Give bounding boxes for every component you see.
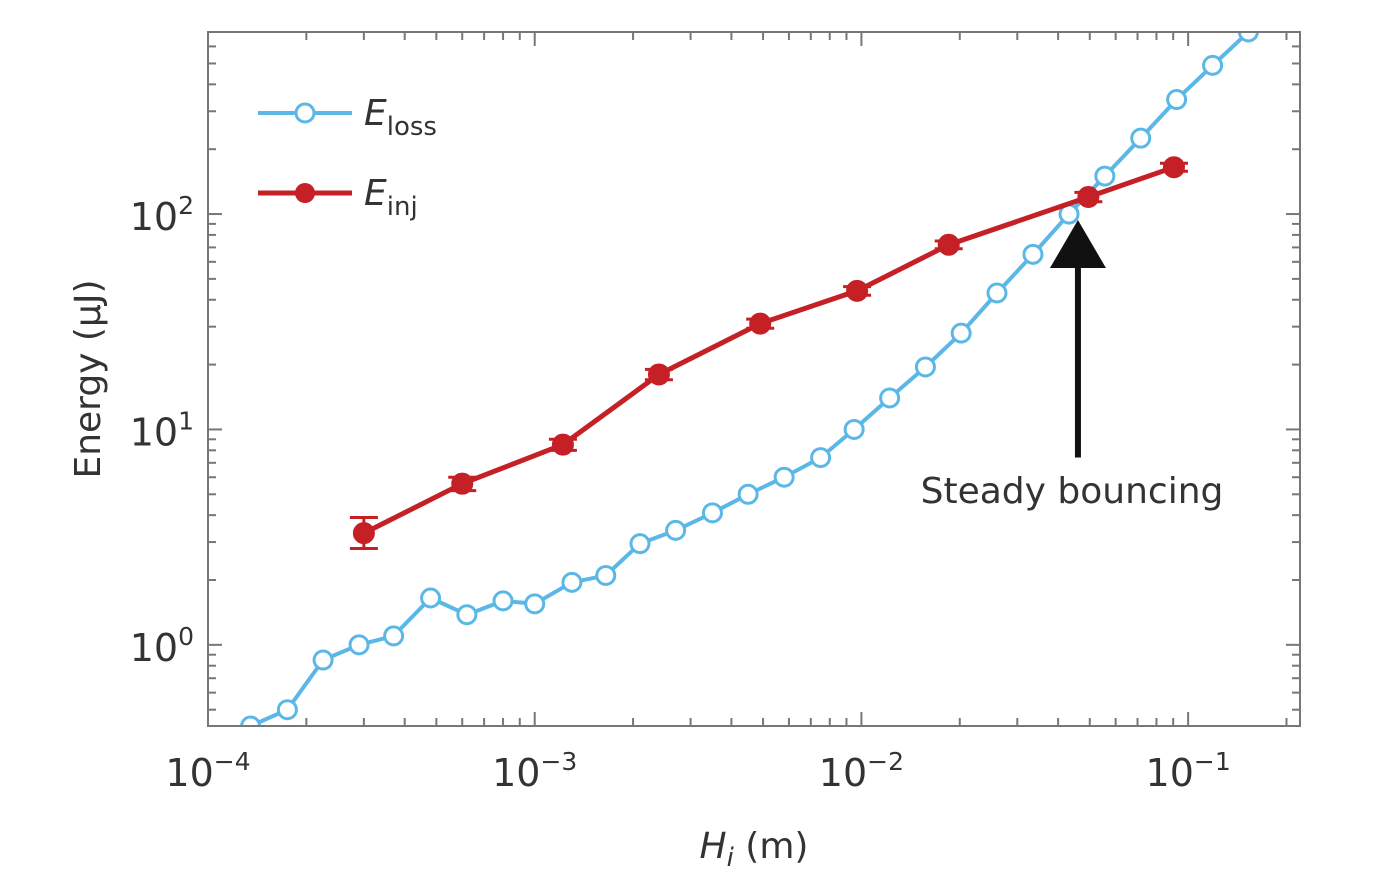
legend-marker [295,183,315,203]
data-point [312,649,334,671]
y-tick-label: 101 [130,406,194,454]
data-point [551,433,574,456]
data-point [524,593,546,615]
plot-area [240,32,1259,726]
data-point [1202,54,1224,76]
data-point [561,571,583,593]
data-point [492,590,514,612]
data-point [846,279,869,302]
data-point [1237,32,1259,43]
y-axis-label: Energy (μJ) [68,279,109,478]
data-point [914,356,936,378]
data-point [1166,89,1188,111]
legend-label: Einj [364,173,418,222]
data-point [1022,243,1044,265]
data-point [352,522,375,545]
data-point [1130,127,1152,149]
x-axis-label: Hi (m) [700,826,809,873]
data-point [950,322,972,344]
data-point [383,625,405,647]
y-tick-label: 102 [130,191,194,239]
x-tick-label: 10−4 [165,747,250,795]
data-point [240,715,262,726]
data-point [595,564,617,586]
legend: Eloss Einj [258,93,437,222]
data-point [665,519,687,541]
data-point [773,466,795,488]
x-tick-label: 10−1 [1146,747,1231,795]
data-point [276,699,298,721]
data-point [810,447,832,469]
data-point [879,387,901,409]
y-tick-label: 100 [130,622,194,670]
x-tick-label: 10−3 [492,747,577,795]
data-point [456,604,478,626]
data-point [647,363,670,386]
data-point [629,533,651,555]
annotation-text: Steady bouncing [921,471,1224,512]
data-point [749,312,772,335]
data-point [937,233,960,256]
axis-ticks [207,31,1301,727]
annotation-arrow-head [1049,220,1106,269]
axis-frame [207,31,1301,727]
data-point [1077,185,1100,208]
data-point [737,483,759,505]
legend-marker [294,102,316,124]
data-point [1094,165,1116,187]
axis-labels: 10−4 10−3 10−2 10−1 100 101 102 Hi (m) Energy (μ… [68,191,1231,873]
series-inj [349,156,1188,551]
data-point [1162,156,1185,179]
data-point [701,502,723,524]
data-point [348,634,370,656]
annotation: Steady bouncing [921,220,1224,512]
data-point [420,587,442,609]
data-point [843,418,865,440]
x-tick-label: 10−2 [819,747,904,795]
legend-label: Eloss [364,93,437,142]
data-point [451,472,474,495]
data-point [986,282,1008,304]
